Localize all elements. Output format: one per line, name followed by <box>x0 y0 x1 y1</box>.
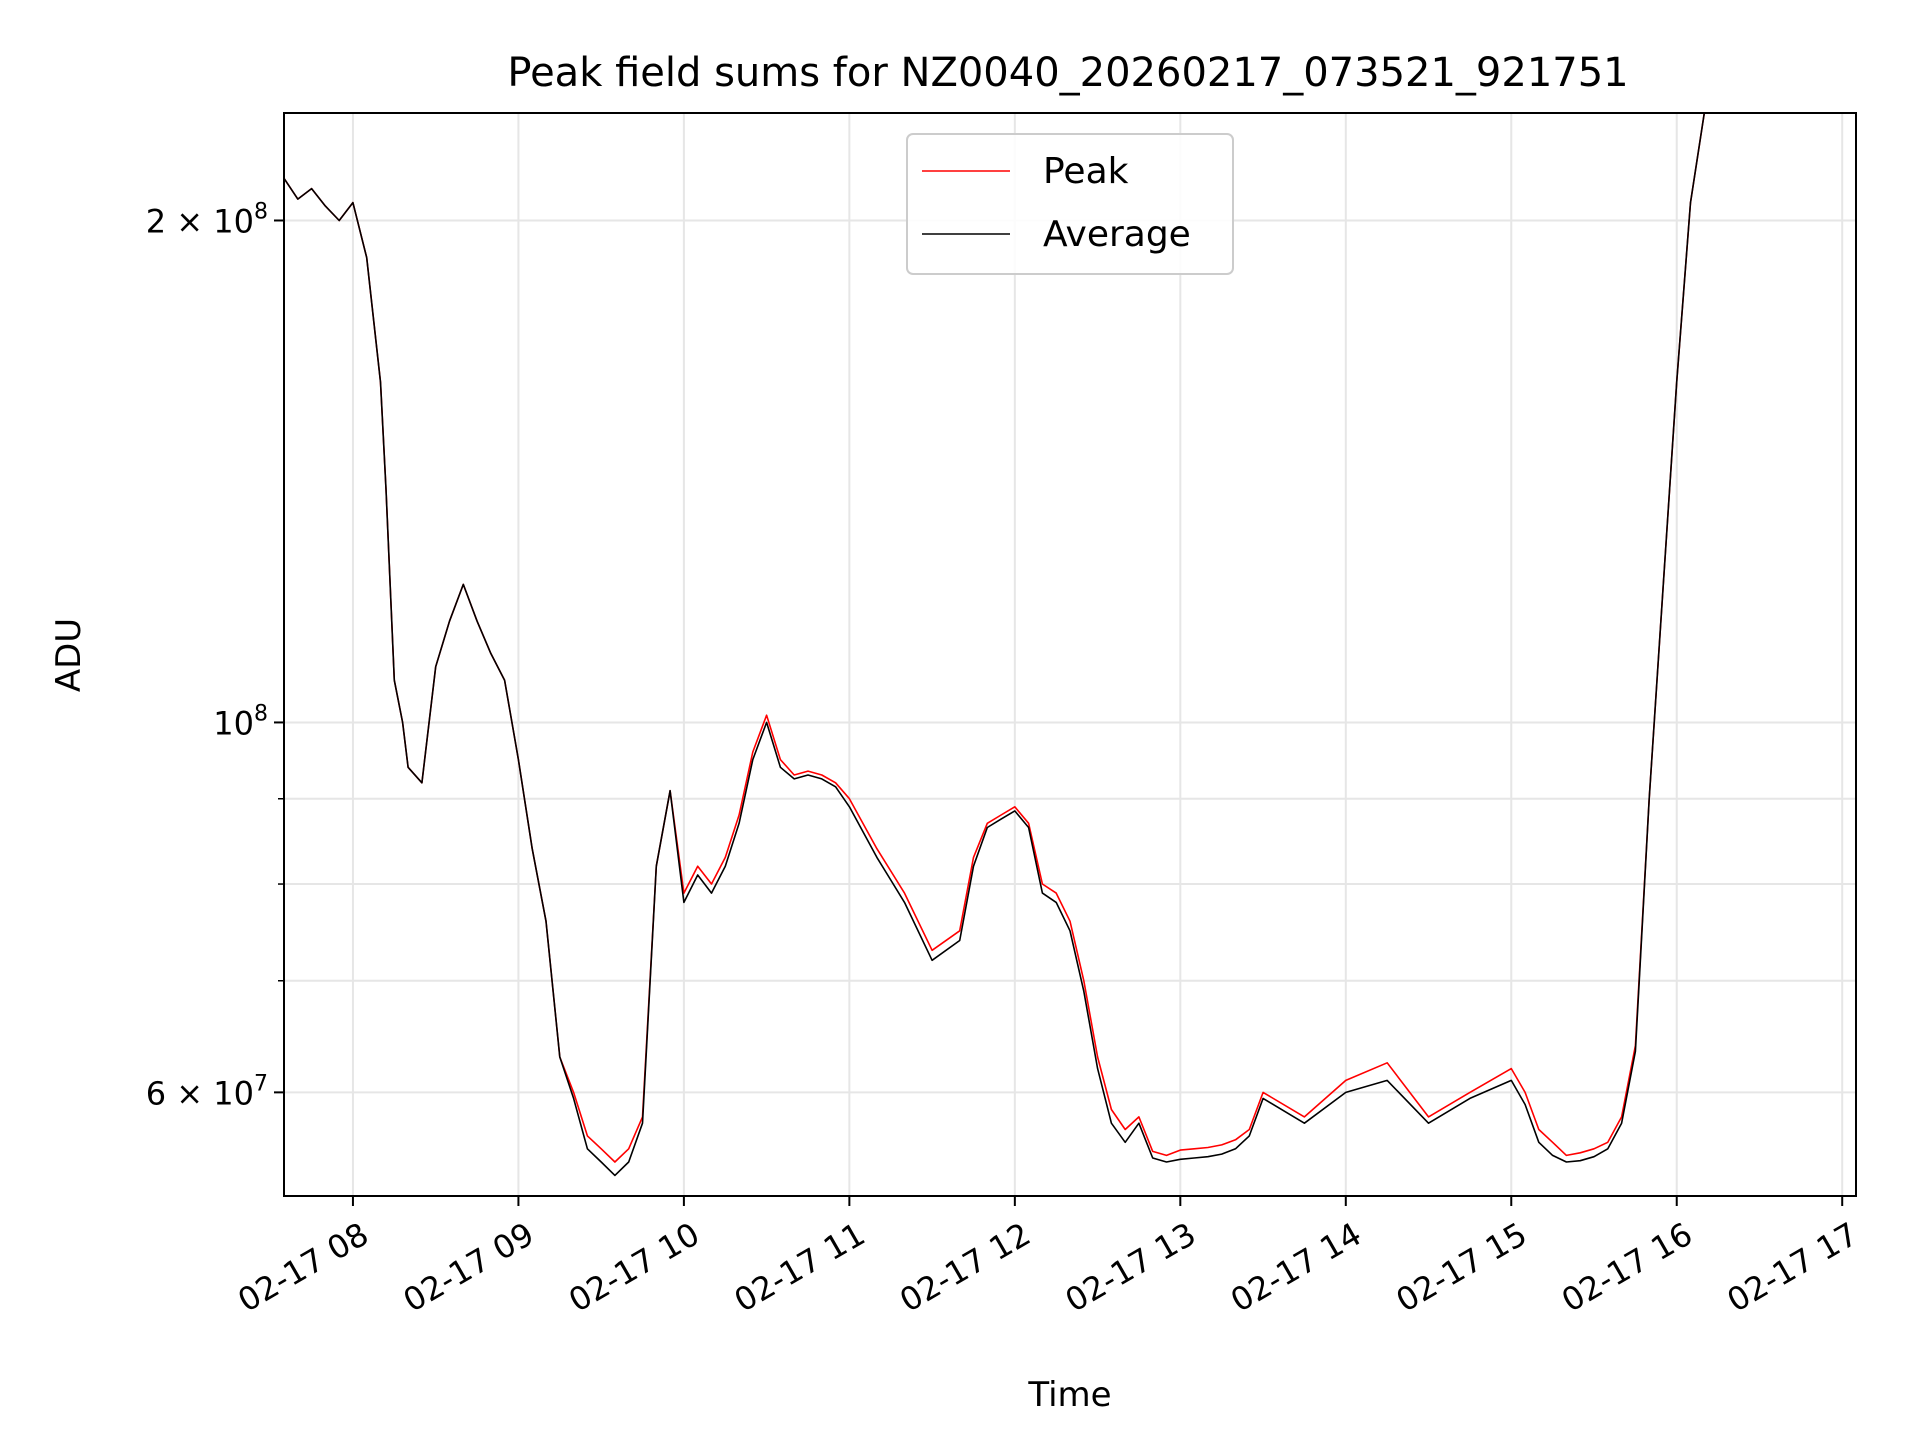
y-tick-label: 108 <box>213 701 268 742</box>
y-tick-label: 6 × 107 <box>146 1071 268 1112</box>
y-tick-label: 2 × 108 <box>146 199 268 240</box>
series-line-average <box>284 113 1706 1177</box>
plot-frame <box>283 112 1857 1197</box>
chart-title: Peak field sums for NZ0040_20260217_0735… <box>507 50 1628 96</box>
legend-label-average: Average <box>1043 214 1191 255</box>
legend: Peak Average <box>906 133 1234 275</box>
y-ticks: 2 × 108 108 6 × 107 <box>146 199 284 1112</box>
series-layer <box>284 113 1706 1177</box>
y-axis-label: ADU <box>49 618 89 692</box>
legend-box <box>906 133 1234 275</box>
x-axis-label: Time <box>1027 1375 1111 1415</box>
legend-label-peak: Peak <box>1043 151 1129 192</box>
